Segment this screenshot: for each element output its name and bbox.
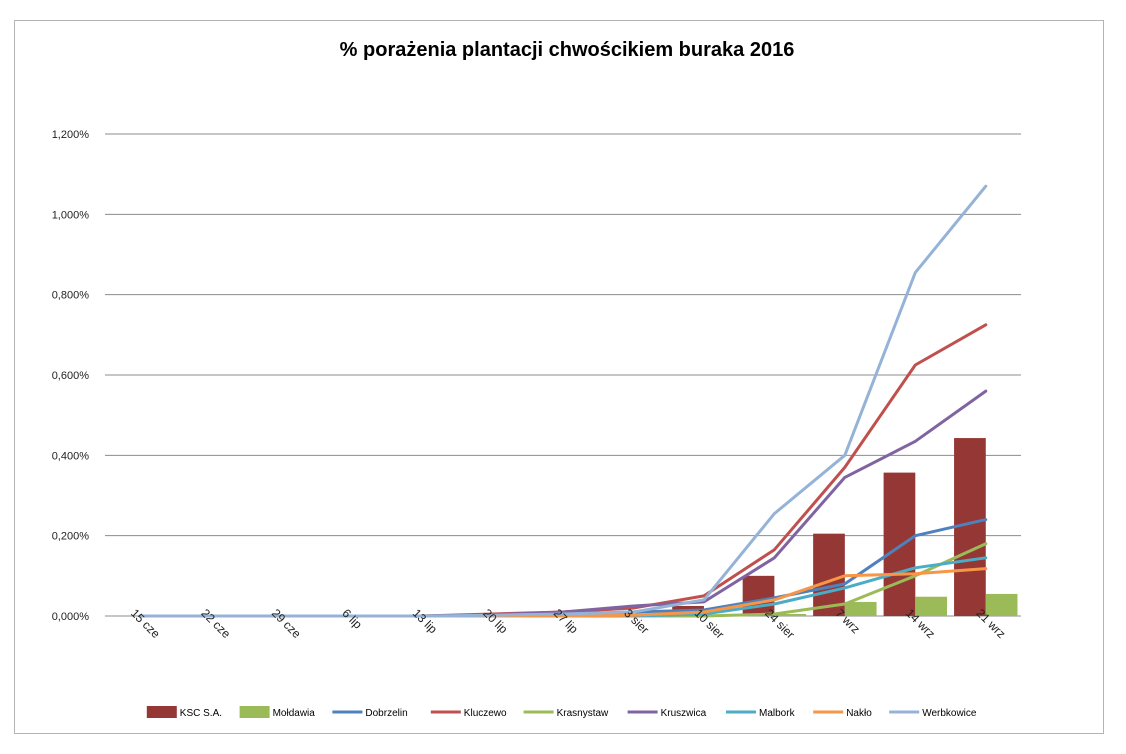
x-tick-label: 22 cze <box>198 606 233 641</box>
x-tick-label: 6 lip <box>339 606 365 632</box>
y-tick-label: 0,400% <box>52 450 90 462</box>
y-tick-label: 0,600% <box>52 370 90 382</box>
legend-key <box>146 706 177 718</box>
bar-ksc-s-a <box>742 575 775 616</box>
y-tick-label: 1,000% <box>52 209 90 221</box>
x-tick-label: 13 lip <box>410 606 440 636</box>
line-series <box>138 184 988 618</box>
chart: % porażenia plantacji chwościkiem buraka… <box>52 39 1021 719</box>
bar-ksc-s-a <box>813 533 845 616</box>
legend-item-naklo: Nakło <box>813 708 872 719</box>
line-dobrzelin <box>138 518 988 618</box>
grid <box>105 133 1021 617</box>
chart-title: % porażenia plantacji chwościkiem buraka… <box>340 39 795 61</box>
x-tick-label: 15 cze <box>128 606 163 641</box>
y-tick-label: 0,800% <box>52 290 90 302</box>
y-axis: 0,000% 0,200% 0,400% 0,600% 0,800% 1,000% 1,20… <box>52 129 90 623</box>
bar-series <box>319 438 1018 616</box>
x-tick-label: 29 cze <box>269 606 304 641</box>
y-tick-label: 1,200% <box>52 129 90 141</box>
legend-label: Werbkowice <box>922 708 977 719</box>
legend-label: Kluczewo <box>464 708 507 719</box>
line-werbkowice <box>138 184 988 618</box>
legend-label: Nakło <box>846 708 872 719</box>
bar-ksc-s-a <box>883 472 916 616</box>
legend-label: KSC S.A. <box>180 708 222 719</box>
y-tick-label: 0,000% <box>52 611 90 623</box>
x-tick-label: 20 lip <box>480 606 510 636</box>
legend-label: Kruszwica <box>661 708 707 719</box>
bar-moldawia <box>844 601 877 616</box>
legend: KSC S.A. Mołdawia Dobrzelin Kluczewo Krasnys… <box>146 706 977 719</box>
bar-moldawia <box>774 613 807 616</box>
legend-key <box>239 706 270 718</box>
legend-item-ksc-s-a: KSC S.A. <box>146 706 222 719</box>
legend-item-krasnystaw: Krasnystaw <box>523 708 609 719</box>
legend-label: Malbork <box>759 708 796 719</box>
legend-item-werbkowice: Werbkowice <box>889 708 977 719</box>
bar-moldawia <box>915 596 948 616</box>
bar-moldawia <box>985 593 1018 616</box>
legend-item-dobrzelin: Dobrzelin <box>332 708 408 719</box>
legend-item-moldawia: Mołdawia <box>239 706 316 719</box>
y-tick-label: 0,200% <box>52 531 90 543</box>
chart-frame: % porażenia plantacji chwościkiem buraka… <box>14 20 1104 734</box>
line-kruszwica <box>138 389 988 618</box>
legend-item-malbork: Malbork <box>726 708 796 719</box>
legend-item-kruszwica: Kruszwica <box>627 708 707 719</box>
legend-label: Mołdawia <box>273 708 316 719</box>
legend-label: Dobrzelin <box>365 708 407 719</box>
legend-label: Krasnystaw <box>557 708 609 719</box>
legend-item-kluczewo: Kluczewo <box>430 708 507 719</box>
